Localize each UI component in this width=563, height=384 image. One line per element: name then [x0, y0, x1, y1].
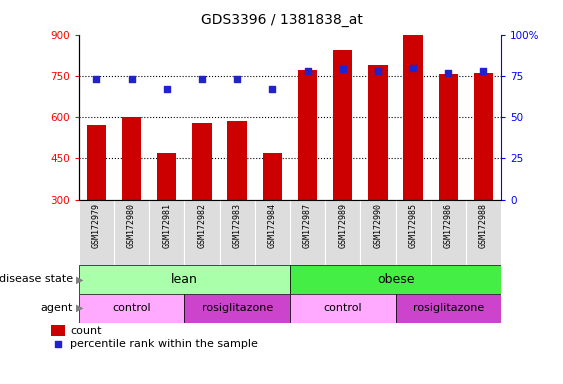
Point — [479, 68, 488, 74]
Bar — [360, 200, 395, 265]
Point — [444, 70, 453, 76]
Bar — [79, 294, 185, 323]
Bar — [395, 200, 431, 265]
Text: obese: obese — [377, 273, 414, 286]
Point — [268, 86, 277, 92]
Text: ▶: ▶ — [76, 274, 83, 285]
Text: rosiglitazone: rosiglitazone — [202, 303, 273, 313]
Bar — [51, 325, 65, 336]
Text: GSM172985: GSM172985 — [409, 203, 418, 248]
Point — [373, 68, 382, 74]
Point — [303, 68, 312, 74]
Bar — [466, 200, 501, 265]
Text: lean: lean — [171, 273, 198, 286]
Bar — [220, 200, 254, 265]
Text: disease state: disease state — [0, 274, 73, 285]
Bar — [157, 153, 176, 200]
Point — [127, 76, 136, 82]
Bar — [333, 50, 352, 200]
Text: agent: agent — [41, 303, 73, 313]
Point — [92, 76, 101, 82]
Bar — [122, 117, 141, 200]
Text: GSM172984: GSM172984 — [268, 203, 277, 248]
Bar — [193, 122, 212, 200]
Text: ▶: ▶ — [76, 303, 83, 313]
Text: control: control — [323, 303, 362, 313]
Bar — [474, 73, 493, 200]
Text: GSM172982: GSM172982 — [198, 203, 207, 248]
Point — [162, 86, 171, 92]
Point — [53, 341, 62, 347]
Text: control: control — [112, 303, 151, 313]
Point — [338, 66, 347, 72]
Text: count: count — [70, 326, 102, 336]
Bar — [263, 153, 282, 200]
Bar — [298, 70, 317, 200]
Bar — [395, 294, 501, 323]
Bar — [290, 265, 501, 294]
Text: GSM172990: GSM172990 — [373, 203, 382, 248]
Bar — [227, 121, 247, 200]
Bar — [79, 200, 114, 265]
Bar — [290, 294, 395, 323]
Bar — [114, 200, 149, 265]
Text: percentile rank within the sample: percentile rank within the sample — [70, 339, 258, 349]
Bar — [368, 65, 387, 200]
Bar — [439, 74, 458, 200]
Text: GSM172983: GSM172983 — [233, 203, 242, 248]
Bar — [79, 265, 290, 294]
Text: GSM172989: GSM172989 — [338, 203, 347, 248]
Text: GDS3396 / 1381838_at: GDS3396 / 1381838_at — [200, 13, 363, 27]
Bar — [185, 294, 290, 323]
Bar — [185, 200, 220, 265]
Bar — [149, 200, 185, 265]
Bar — [290, 200, 325, 265]
Text: GSM172987: GSM172987 — [303, 203, 312, 248]
Text: rosiglitazone: rosiglitazone — [413, 303, 484, 313]
Text: GSM172988: GSM172988 — [479, 203, 488, 248]
Bar — [431, 200, 466, 265]
Point — [233, 76, 242, 82]
Text: GSM172986: GSM172986 — [444, 203, 453, 248]
Bar — [404, 33, 423, 200]
Point — [198, 76, 207, 82]
Bar — [325, 200, 360, 265]
Text: GSM172980: GSM172980 — [127, 203, 136, 248]
Point — [409, 65, 418, 71]
Text: GSM172981: GSM172981 — [162, 203, 171, 248]
Bar — [254, 200, 290, 265]
Bar — [87, 125, 106, 200]
Text: GSM172979: GSM172979 — [92, 203, 101, 248]
